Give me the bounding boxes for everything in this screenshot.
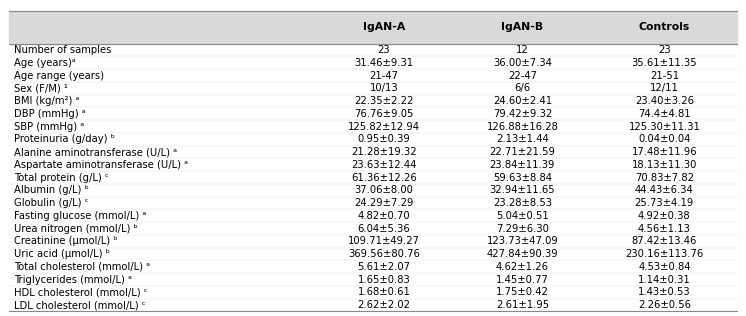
Text: 87.42±13.46: 87.42±13.46 xyxy=(632,236,697,246)
Text: 12: 12 xyxy=(516,45,529,55)
Text: Albumin (g/L) ᵇ: Albumin (g/L) ᵇ xyxy=(14,185,89,195)
Text: 125.82±12.94: 125.82±12.94 xyxy=(348,122,420,131)
Text: 369.56±80.76: 369.56±80.76 xyxy=(348,249,420,259)
Text: BMI (kg/m²) ᵃ: BMI (kg/m²) ᵃ xyxy=(14,96,80,106)
Text: 1.43±0.53: 1.43±0.53 xyxy=(638,287,691,297)
Text: 123.73±47.09: 123.73±47.09 xyxy=(486,236,558,246)
Text: 7.29±6.30: 7.29±6.30 xyxy=(496,224,549,234)
Text: Creatinine (μmol/L) ᵇ: Creatinine (μmol/L) ᵇ xyxy=(14,236,118,246)
Text: 35.61±11.35: 35.61±11.35 xyxy=(632,58,698,68)
Text: 6.04±5.36: 6.04±5.36 xyxy=(357,224,410,234)
Text: Uric acid (μmol/L) ᵇ: Uric acid (μmol/L) ᵇ xyxy=(14,249,110,259)
Text: 10/13: 10/13 xyxy=(369,83,398,93)
Text: Triglycerides (mmol/L) ᵃ: Triglycerides (mmol/L) ᵃ xyxy=(14,275,132,285)
Text: 1.65±0.83: 1.65±0.83 xyxy=(357,275,410,285)
Text: 6/6: 6/6 xyxy=(514,83,530,93)
Text: 32.94±11.65: 32.94±11.65 xyxy=(489,185,555,195)
Text: 23.40±3.26: 23.40±3.26 xyxy=(635,96,694,106)
Text: Controls: Controls xyxy=(639,22,690,32)
Text: Proteinuria (g/day) ᵇ: Proteinuria (g/day) ᵇ xyxy=(14,134,115,144)
Text: 31.46±9.31: 31.46±9.31 xyxy=(354,58,413,68)
Text: 4.56±1.13: 4.56±1.13 xyxy=(638,224,691,234)
Text: 1.68±0.61: 1.68±0.61 xyxy=(357,287,410,297)
Text: 23: 23 xyxy=(377,45,390,55)
Text: 5.04±0.51: 5.04±0.51 xyxy=(496,211,549,221)
Text: 4.53±0.84: 4.53±0.84 xyxy=(638,262,691,272)
Text: 23.84±11.39: 23.84±11.39 xyxy=(489,160,555,170)
Text: Number of samples: Number of samples xyxy=(14,45,111,55)
Text: 70.83±7.82: 70.83±7.82 xyxy=(635,173,694,183)
Text: 125.30±11.31: 125.30±11.31 xyxy=(628,122,700,131)
Text: SBP (mmHg) ᵃ: SBP (mmHg) ᵃ xyxy=(14,122,84,131)
Text: 24.60±2.41: 24.60±2.41 xyxy=(493,96,552,106)
Text: 0.04±0.04: 0.04±0.04 xyxy=(638,134,691,144)
Text: 126.88±16.28: 126.88±16.28 xyxy=(486,122,558,131)
Text: DBP (mmHg) ᵃ: DBP (mmHg) ᵃ xyxy=(14,109,86,119)
Text: 44.43±6.34: 44.43±6.34 xyxy=(635,185,694,195)
Text: 4.62±1.26: 4.62±1.26 xyxy=(496,262,549,272)
Text: 76.76±9.05: 76.76±9.05 xyxy=(354,109,413,119)
Text: 21-47: 21-47 xyxy=(369,70,398,81)
Text: LDL cholesterol (mmol/L) ᶜ: LDL cholesterol (mmol/L) ᶜ xyxy=(14,300,145,310)
Text: 4.92±0.38: 4.92±0.38 xyxy=(638,211,691,221)
Text: 12/11: 12/11 xyxy=(650,83,679,93)
Text: 23.28±8.53: 23.28±8.53 xyxy=(493,198,552,208)
Text: 37.06±8.00: 37.06±8.00 xyxy=(354,185,413,195)
Text: 61.36±12.26: 61.36±12.26 xyxy=(351,173,417,183)
Text: 2.61±1.95: 2.61±1.95 xyxy=(496,300,549,310)
Text: Sex (F/M) ¹: Sex (F/M) ¹ xyxy=(14,83,68,93)
Text: Age range (years): Age range (years) xyxy=(14,70,104,81)
Text: HDL cholesterol (mmol/L) ᶜ: HDL cholesterol (mmol/L) ᶜ xyxy=(14,287,148,297)
Text: 22-47: 22-47 xyxy=(508,70,537,81)
Text: 230.16±113.76: 230.16±113.76 xyxy=(625,249,703,259)
Text: 2.62±2.02: 2.62±2.02 xyxy=(357,300,410,310)
Text: 2.26±0.56: 2.26±0.56 xyxy=(638,300,691,310)
Text: 23: 23 xyxy=(658,45,671,55)
Text: 36.00±7.34: 36.00±7.34 xyxy=(493,58,552,68)
Text: 18.13±11.30: 18.13±11.30 xyxy=(632,160,697,170)
Bar xyxy=(9,11,737,44)
Text: Globulin (g/L) ᶜ: Globulin (g/L) ᶜ xyxy=(14,198,88,208)
Text: 22.71±21.59: 22.71±21.59 xyxy=(489,147,555,157)
Text: 17.48±11.96: 17.48±11.96 xyxy=(632,147,698,157)
Text: Total protein (g/L) ᶜ: Total protein (g/L) ᶜ xyxy=(14,173,109,183)
Text: 74.4±4.81: 74.4±4.81 xyxy=(638,109,691,119)
Text: 59.63±8.84: 59.63±8.84 xyxy=(493,173,552,183)
Text: 5.61±2.07: 5.61±2.07 xyxy=(357,262,410,272)
Text: Urea nitrogen (mmol/L) ᵇ: Urea nitrogen (mmol/L) ᵇ xyxy=(14,224,138,234)
Text: 1.14±0.31: 1.14±0.31 xyxy=(638,275,691,285)
Text: 0.95±0.39: 0.95±0.39 xyxy=(357,134,410,144)
Text: 23.63±12.44: 23.63±12.44 xyxy=(351,160,416,170)
Text: 2.13±1.44: 2.13±1.44 xyxy=(496,134,549,144)
Text: IgAN-B: IgAN-B xyxy=(501,22,543,32)
Text: IgAN-A: IgAN-A xyxy=(363,22,405,32)
Text: 79.42±9.32: 79.42±9.32 xyxy=(492,109,552,119)
Text: Alanine aminotransferase (U/L) ᵃ: Alanine aminotransferase (U/L) ᵃ xyxy=(14,147,177,157)
Text: Fasting glucose (mmol/L) ᵃ: Fasting glucose (mmol/L) ᵃ xyxy=(14,211,146,221)
Text: 24.29±7.29: 24.29±7.29 xyxy=(354,198,413,208)
Text: Total cholesterol (mmol/L) ᵃ: Total cholesterol (mmol/L) ᵃ xyxy=(14,262,150,272)
Text: 109.71±49.27: 109.71±49.27 xyxy=(348,236,420,246)
Text: 427.84±90.39: 427.84±90.39 xyxy=(486,249,558,259)
Text: 25.73±4.19: 25.73±4.19 xyxy=(635,198,694,208)
Text: 1.75±0.42: 1.75±0.42 xyxy=(496,287,549,297)
Text: 21-51: 21-51 xyxy=(650,70,679,81)
Text: Age (years)ᵃ: Age (years)ᵃ xyxy=(14,58,76,68)
Text: 22.35±2.22: 22.35±2.22 xyxy=(354,96,413,106)
Text: 1.45±0.77: 1.45±0.77 xyxy=(496,275,549,285)
Text: 21.28±19.32: 21.28±19.32 xyxy=(351,147,417,157)
Text: 4.82±0.70: 4.82±0.70 xyxy=(357,211,410,221)
Text: Aspartate aminotransferase (U/L) ᵃ: Aspartate aminotransferase (U/L) ᵃ xyxy=(14,160,188,170)
